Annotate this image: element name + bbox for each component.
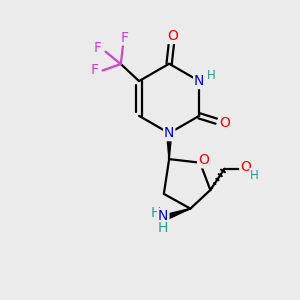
Text: H: H — [207, 69, 216, 82]
Text: F: F — [121, 31, 129, 44]
Polygon shape — [166, 208, 190, 219]
Text: O: O — [167, 29, 178, 43]
Text: O: O — [240, 160, 251, 174]
Text: N: N — [194, 74, 204, 88]
Text: H: H — [250, 169, 259, 182]
Text: F: F — [90, 64, 98, 77]
Text: O: O — [198, 153, 209, 167]
Text: H: H — [158, 221, 168, 235]
Polygon shape — [167, 133, 172, 159]
Text: F: F — [94, 41, 102, 55]
Text: O: O — [219, 116, 230, 130]
Text: H: H — [150, 206, 161, 220]
Text: N: N — [164, 126, 174, 140]
Text: N: N — [158, 209, 168, 223]
